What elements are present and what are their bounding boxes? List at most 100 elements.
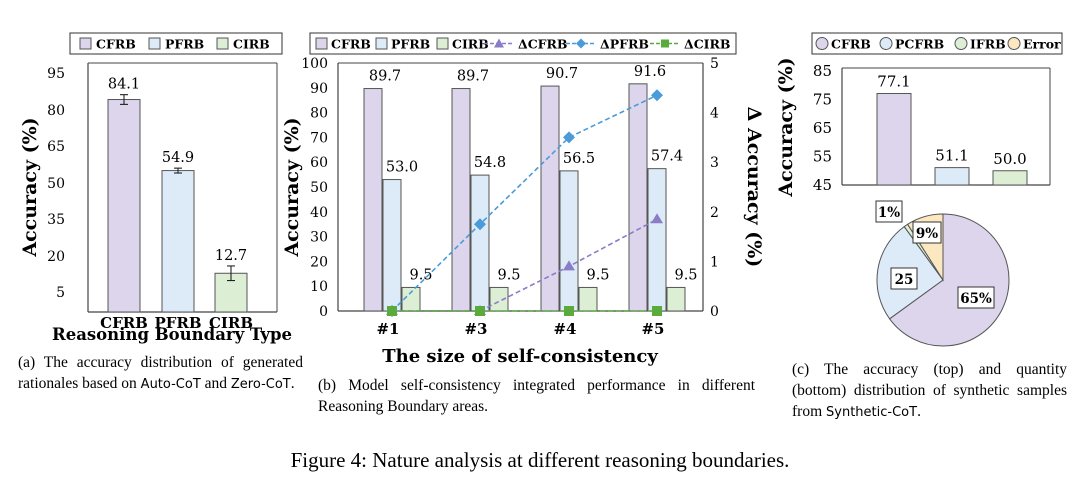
panel-a-xlabel: Reasoning Boundary Type [52, 325, 292, 344]
panel-b-ytick: 100 [301, 56, 328, 72]
panel-a-ytick: 80 [47, 103, 65, 119]
panel-a-legend-swatch [79, 37, 92, 50]
pie-slice-label: 1% [878, 205, 900, 221]
caption-c-end: . [917, 403, 921, 420]
panel-b-value-label: 53.0 [386, 160, 418, 176]
panel-a-legend-swatch [216, 37, 229, 50]
panel-b-bar-cirb [578, 286, 598, 312]
panel-c-legend-label: Error [1023, 37, 1061, 52]
figure-caption: Figure 4: Nature analysis at different r… [290, 448, 790, 472]
panel-c-ytick: 45 [813, 176, 832, 194]
panel-a-ytick: 20 [47, 249, 65, 265]
panel-b-legend-marker [494, 38, 504, 48]
panel-b-value-label: 56.5 [563, 151, 595, 167]
caption-c-text: (c) The accuracy (top) and quantity (bot… [792, 361, 1067, 420]
panel-b-ytick: 80 [310, 106, 328, 122]
panel-b-bar-cfrb [363, 88, 383, 312]
panel-a-ytick: 65 [47, 139, 65, 155]
panel-b-ytick: 30 [310, 230, 328, 246]
panel-b-y2tick: 3 [710, 155, 719, 171]
panel-b-legend-label: CFRB [331, 37, 371, 52]
panel-a-bar-cfrb [107, 99, 141, 313]
panel-b-ytick: 40 [310, 205, 328, 221]
panel-a-ylabel: Accuracy (%) [19, 117, 41, 257]
panel-b-bar-cirb [666, 286, 686, 312]
panel-c-legend-label: IFRB [970, 37, 1006, 52]
panel-b-legend-marker [661, 39, 669, 48]
panel-b-marker-triangle [563, 260, 575, 271]
panel-a-category-label: PFRB [154, 314, 201, 332]
panel-b-legend-swatch [315, 37, 328, 50]
panel-b-value-label: 9.5 [409, 267, 432, 283]
caption-a-method-1: Auto-CoT [140, 377, 201, 392]
panel-b-ylabel: Accuracy (%) [281, 117, 303, 257]
panel-a-ytick: 35 [47, 212, 65, 228]
panel-b-bar-cfrb [451, 88, 471, 312]
panel-c-value-label: 77.1 [877, 73, 910, 91]
panel-b-legend-label: CIRB [452, 37, 489, 52]
panel-b-legend-marker [576, 38, 586, 49]
panel-b-xlabel: The size of self-consistency [382, 346, 658, 367]
caption-b-text: (b) Model self-consistency integrated pe… [318, 377, 755, 415]
panel-b-marker-diamond [651, 89, 663, 102]
panel-b-bar-pfrb [559, 170, 579, 312]
panel-b-y2tick: 2 [710, 205, 719, 221]
pie-slice-label: 65% [960, 291, 992, 307]
caption-a-text: (a) The accuracy distribution of generat… [18, 354, 303, 392]
panel-c-legend-label: PCFRB [895, 37, 944, 52]
panel-c-ytick: 75 [813, 91, 832, 109]
panel-b-bar-pfrb [470, 174, 490, 312]
pie-label-box [912, 221, 942, 244]
panel-b-bar-cfrb [540, 85, 560, 312]
panel-b-legend-swatch [375, 37, 388, 50]
pie-label-box [875, 200, 903, 223]
panel-c-ylabel: Accuracy (%) [775, 57, 797, 197]
panel-b-line-0 [392, 218, 658, 312]
panel-a-ytick: 50 [47, 176, 65, 192]
panel-b-category-label: #4 [553, 320, 576, 338]
panel-c-ytick: 55 [813, 148, 832, 166]
caption-a: (a) The accuracy distribution of generat… [18, 352, 303, 395]
panel-b-ytick: 20 [310, 254, 328, 270]
panel-b-ytick: 0 [319, 304, 328, 320]
panel-a-value-label: 12.7 [215, 248, 247, 264]
panel-b-ytick: 90 [310, 81, 328, 97]
caption-a-method-2: Zero-CoT [230, 377, 291, 392]
panel-c-chart: CFRB PCFRB IFRB Error 45 55 65 75 85 77.1 51.1 50… [775, 32, 1063, 347]
panel-b-marker-square [387, 306, 397, 316]
caption-b: (b) Model self-consistency integrated pe… [318, 375, 755, 417]
panel-b-legend-box [309, 32, 737, 55]
panel-b-marker-square [652, 306, 662, 316]
panel-a-value-label: 54.9 [162, 150, 194, 166]
panel-b-category-label: #1 [376, 320, 399, 338]
panel-a-legend-label: CFRB [96, 37, 136, 52]
panel-b-marker-diamond [474, 218, 486, 231]
panel-c-bar-pcfrb [934, 167, 970, 186]
pie-label-box [890, 267, 918, 290]
panel-b-legend-label: PFRB [391, 37, 430, 52]
panel-b-value-label: 9.5 [497, 267, 520, 283]
panel-b-bar-pfrb [647, 168, 667, 312]
panel-c-legend-swatch [954, 37, 968, 50]
panel-b-value-label: 91.6 [634, 64, 666, 80]
panel-a-ytick: 5 [56, 285, 65, 301]
pie-slice-label: 25 [895, 272, 914, 288]
panel-b-bar-cirb [489, 286, 509, 312]
panel-b-line-1 [391, 94, 658, 312]
panel-b-marker-square [475, 306, 485, 316]
panel-c-ytick: 65 [813, 119, 832, 137]
panel-b-marker-triangle [651, 213, 663, 224]
caption-c-method: Synthetic-CoT [826, 405, 918, 420]
panel-b-category-label: #3 [464, 320, 487, 338]
panel-b-ytick: 70 [310, 130, 328, 146]
panel-b-value-label: 54.8 [474, 155, 506, 171]
panel-c-legend-swatch [879, 37, 893, 50]
panel-b-value-label: 89.7 [369, 69, 401, 85]
panel-a-ytick: 95 [47, 66, 65, 82]
panel-b-value-label: 9.5 [674, 267, 697, 283]
panel-a-legend-swatch [148, 37, 161, 50]
panel-a-category-label: CFRB [100, 314, 148, 332]
panel-a-legend-label: CIRB [233, 37, 270, 52]
